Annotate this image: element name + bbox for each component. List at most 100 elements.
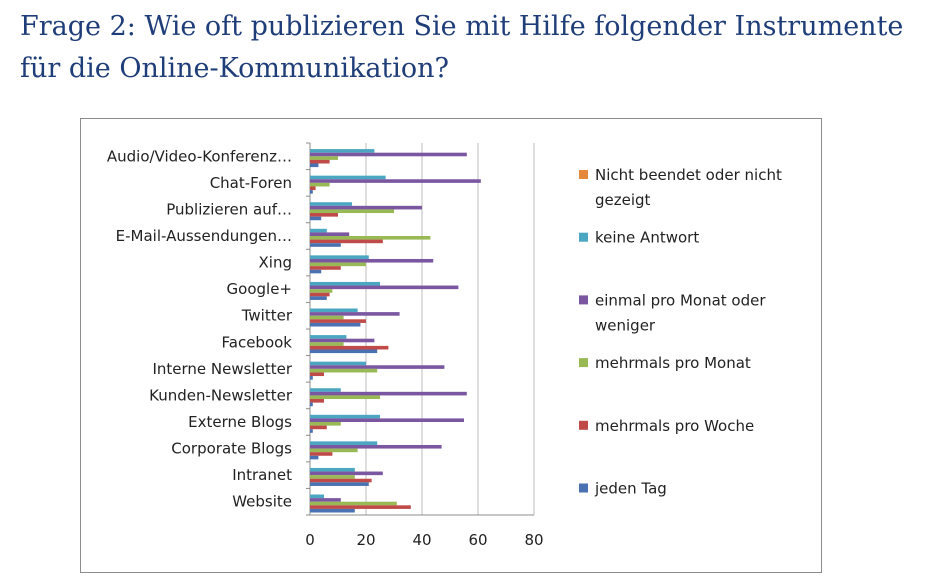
legend-label: mehrmals pro Monat <box>595 354 751 372</box>
bar <box>310 315 344 320</box>
bar <box>310 269 322 274</box>
bar <box>310 455 319 460</box>
bar <box>310 494 324 499</box>
category-label: Interne Newsletter <box>152 360 292 378</box>
page-title: Frage 2: Wie oft publizieren Sie mit Hil… <box>20 6 940 90</box>
bar <box>310 482 369 486</box>
bar <box>310 232 350 236</box>
bar <box>310 190 313 194</box>
bar <box>310 467 355 472</box>
category-label: Xing <box>259 254 292 272</box>
category-label: Corporate Blogs <box>171 440 292 458</box>
bar-chart: 0 20 40 60 80 Audio/Video-Konferenz… Chat-Fore… <box>107 142 782 549</box>
bar <box>310 448 358 453</box>
bar <box>310 243 341 247</box>
legend-swatch <box>579 232 588 242</box>
bar <box>310 365 445 369</box>
bar <box>310 399 324 403</box>
bar <box>310 285 459 290</box>
bar <box>310 159 330 164</box>
bar <box>310 444 442 449</box>
bar <box>310 338 375 343</box>
bar <box>310 202 352 206</box>
bar <box>310 388 341 392</box>
legend-label: gezeigt <box>595 191 651 209</box>
bar <box>310 152 467 157</box>
bar <box>310 391 467 396</box>
bar <box>310 186 316 191</box>
bar <box>310 475 355 479</box>
bar <box>310 376 313 380</box>
bar <box>310 213 338 217</box>
legend-label: mehrmals pro Woche <box>595 417 754 435</box>
legend-swatch <box>579 358 588 368</box>
bar <box>310 266 341 270</box>
x-tick-label: 0 <box>305 531 315 549</box>
bar <box>310 342 344 346</box>
title-line-1: Frage 2: Wie oft publizieren Sie mit Hil… <box>20 11 904 42</box>
bar <box>310 501 397 506</box>
bar <box>310 349 378 354</box>
bar <box>310 258 434 263</box>
x-tick-label: 20 <box>356 531 375 549</box>
legend-label: einmal pro Monat oder <box>595 291 766 309</box>
bar <box>310 414 380 419</box>
bar <box>310 471 383 476</box>
legend-label: jeden Tag <box>594 480 667 498</box>
category-label: Audio/Video-Konferenz… <box>107 147 292 165</box>
bar <box>310 429 313 433</box>
bar <box>310 182 330 187</box>
x-tick-label: 60 <box>468 531 487 549</box>
bar <box>310 478 372 483</box>
category-label: Twitter <box>241 307 293 325</box>
bar <box>310 508 355 513</box>
bar <box>310 205 422 210</box>
bar <box>310 335 347 339</box>
bar <box>310 505 411 509</box>
bar <box>310 322 361 327</box>
legend-label: keine Antwort <box>595 229 699 247</box>
bar <box>310 368 378 373</box>
bar <box>310 239 383 244</box>
category-label: Facebook <box>222 333 293 351</box>
bar <box>310 441 378 445</box>
bar <box>310 312 400 316</box>
bar <box>310 319 366 323</box>
category-label: Website <box>232 493 292 511</box>
legend-swatch <box>579 295 588 305</box>
category-label: Kunden-Newsletter <box>149 386 293 404</box>
bar <box>310 498 341 502</box>
bar <box>310 289 333 293</box>
bar <box>310 418 464 422</box>
category-label: E-Mail-Aussendungen… <box>116 227 292 245</box>
chart-frame: 0 20 40 60 80 Audio/Video-Konferenz… Chat-Fore… <box>80 118 822 573</box>
legend-label: weniger <box>595 316 656 334</box>
legend-swatch <box>579 170 588 179</box>
bar <box>310 452 333 456</box>
legend-label: Nicht beendet oder nicht <box>595 166 782 184</box>
x-tick-label: 80 <box>524 531 543 549</box>
bar <box>310 308 358 313</box>
bar <box>310 209 394 214</box>
category-label: Google+ <box>227 280 292 298</box>
bar <box>310 228 327 233</box>
bar <box>310 425 327 430</box>
category-label: Externe Blogs <box>188 413 292 431</box>
category-label: Publizieren auf… <box>166 200 292 218</box>
bar <box>310 345 389 350</box>
bar <box>310 163 319 168</box>
legend-swatch <box>579 420 588 430</box>
x-tick-label: 40 <box>412 531 431 549</box>
bar <box>310 422 341 426</box>
category-label: Intranet <box>232 466 292 484</box>
bar <box>310 292 330 297</box>
bar <box>310 281 380 286</box>
bar <box>310 262 366 267</box>
bar <box>310 372 324 377</box>
legend-swatch <box>579 483 588 493</box>
bar <box>310 296 327 300</box>
bar <box>310 236 431 240</box>
bar <box>310 175 386 180</box>
bar <box>310 156 338 160</box>
bar <box>310 255 369 259</box>
